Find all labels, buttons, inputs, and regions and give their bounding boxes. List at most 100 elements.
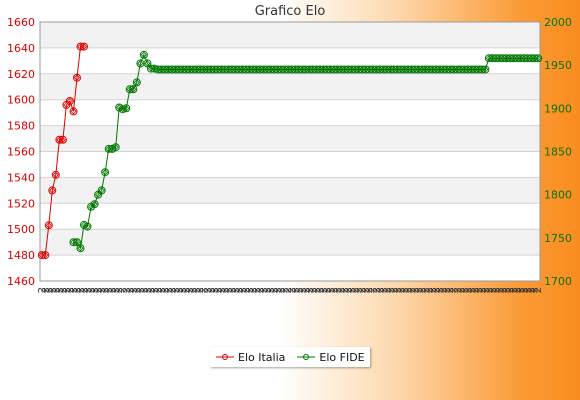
data-marker-elo-fide: [404, 66, 412, 73]
data-marker-elo-fide: [102, 169, 109, 176]
x-tick-label: 2: [463, 287, 474, 293]
x-tick-label: 2: [121, 287, 132, 293]
x-tick-label: 2: [97, 287, 108, 293]
data-marker-elo-fide: [457, 66, 464, 73]
chart-title: Grafico Elo: [254, 4, 326, 19]
x-tick-label: 2: [51, 287, 62, 293]
x-tick-label: 2: [128, 287, 139, 293]
data-marker-elo-fide: [179, 66, 186, 73]
x-tick-label: 2: [245, 287, 256, 293]
x-tick-label: 2: [156, 287, 167, 293]
data-marker-elo-fide: [204, 66, 211, 73]
data-point-elo-fide: [97, 186, 106, 195]
data-marker-elo-fide: [503, 55, 510, 62]
data-marker-elo-fide: [176, 66, 183, 73]
x-tick-label: 2: [361, 287, 372, 293]
x-tick-label: 2: [325, 287, 336, 293]
data-point-elo-italia: [41, 251, 50, 260]
x-tick-label: 2: [456, 287, 467, 293]
data-marker-elo-fide: [464, 66, 471, 73]
data-point-elo-fide: [90, 200, 99, 209]
data-marker-elo-fide: [228, 66, 235, 73]
y-left-tick-label: 1580: [7, 120, 35, 133]
data-marker-elo-italia: [59, 136, 66, 143]
x-tick-label: 2: [153, 287, 164, 293]
y-right-tick-label: 1950: [544, 59, 572, 72]
data-marker-elo-fide: [383, 66, 390, 73]
x-tick-label: 2: [431, 287, 442, 293]
x-tick-label: 2: [195, 287, 206, 293]
x-tick-label: 2: [406, 287, 417, 293]
data-marker-elo-fide: [485, 55, 493, 62]
data-marker-elo-fide: [285, 66, 292, 73]
data-marker-elo-italia: [49, 187, 56, 194]
data-marker-elo-fide: [70, 239, 77, 246]
data-marker-elo-fide: [260, 66, 267, 73]
data-marker-elo-fide: [211, 66, 218, 73]
data-marker-elo-fide: [323, 66, 331, 73]
data-marker-elo-fide: [482, 66, 489, 73]
x-tick-label: 2: [100, 287, 111, 293]
data-marker-elo-fide: [499, 55, 507, 62]
data-marker-elo-italia: [52, 171, 59, 178]
grid-band: [40, 73, 540, 100]
x-tick-label: 2: [167, 287, 178, 293]
data-marker-elo-fide: [429, 66, 436, 73]
x-tick-label: 2: [262, 287, 273, 293]
x-tick-label: 2: [301, 287, 312, 293]
x-tick-label: 2: [83, 287, 94, 293]
data-point-elo-fide: [69, 238, 78, 247]
data-marker-elo-fide: [214, 66, 221, 73]
x-tick-label: 2: [227, 287, 238, 293]
data-marker-elo-fide: [154, 66, 162, 73]
data-point-elo-fide: [101, 168, 110, 177]
data-point-elo-italia: [37, 251, 46, 260]
x-tick-label: 2: [104, 287, 115, 293]
data-point-elo-italia: [65, 97, 74, 105]
x-tick-label: 2: [139, 287, 150, 293]
data-marker-elo-fide: [207, 66, 214, 73]
x-tick-label: 2: [505, 287, 516, 293]
x-tick-label: 2: [241, 287, 252, 293]
y-right-tick-label: 1800: [544, 189, 572, 202]
data-marker-elo-fide: [507, 55, 514, 62]
data-marker-elo-fide: [267, 66, 274, 73]
data-marker-elo-fide: [418, 66, 426, 73]
data-point-elo-italia: [48, 186, 57, 195]
data-point-elo-fide: [83, 222, 92, 231]
data-marker-elo-fide: [535, 55, 542, 62]
data-marker-elo-fide: [232, 66, 239, 73]
data-point-elo-italia: [76, 42, 85, 51]
x-tick-label: 2: [114, 287, 125, 293]
x-tick-label: 2: [452, 287, 463, 293]
x-tick-label: 2: [509, 287, 520, 293]
x-tick-label: 2: [266, 287, 277, 293]
x-tick-label: 2: [403, 287, 414, 293]
x-tick-label: 2: [40, 287, 51, 293]
data-marker-elo-fide: [492, 55, 500, 62]
data-marker-elo-italia: [45, 222, 52, 229]
data-marker-elo-fide: [73, 239, 81, 246]
data-marker-elo-fide: [510, 55, 517, 62]
x-tick-label: 2: [512, 287, 523, 293]
data-marker-elo-fide: [450, 66, 457, 73]
data-marker-elo-fide: [302, 66, 309, 73]
data-marker-elo-fide: [415, 66, 422, 73]
legend: Elo Italia Elo FIDE: [210, 347, 370, 367]
x-tick-label: 2: [350, 287, 361, 293]
x-tick-label: 2: [199, 287, 210, 293]
data-marker-elo-fide: [454, 66, 461, 73]
data-marker-elo-fide: [190, 66, 197, 73]
x-tick-label: 2: [470, 287, 481, 293]
data-marker-elo-fide: [341, 66, 348, 73]
x-tick-label: 2: [473, 287, 484, 293]
x-tick-label: 2: [519, 287, 530, 293]
data-point-elo-fide: [118, 105, 127, 114]
x-tick-label: 2: [58, 287, 69, 293]
x-tick-label: 2: [234, 287, 245, 293]
data-point-elo-italia: [73, 73, 81, 82]
data-point-elo-fide: [132, 78, 141, 87]
x-tick-label: 2: [125, 287, 136, 293]
x-tick-label: 2: [47, 287, 58, 293]
